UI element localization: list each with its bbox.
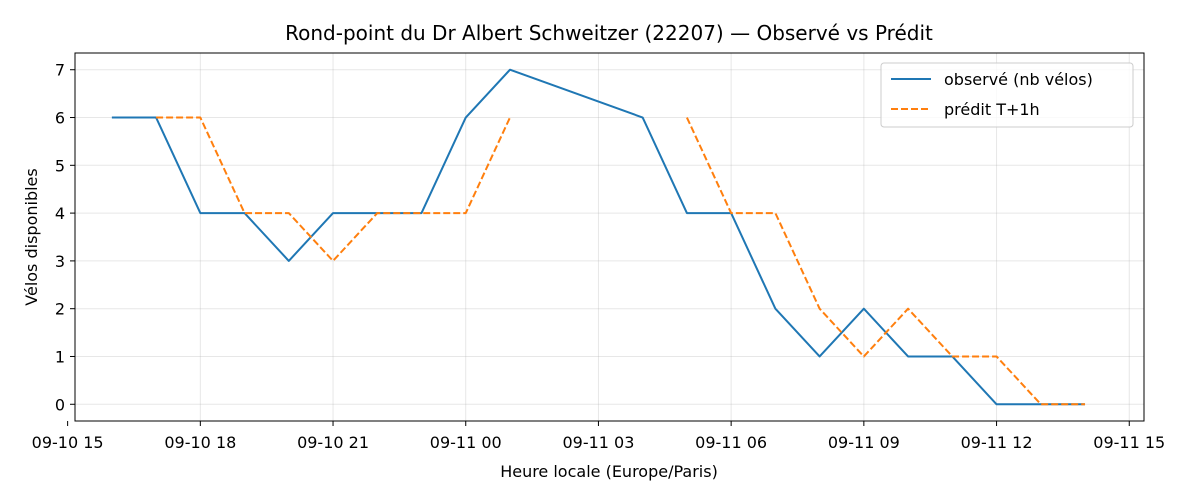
x-tick-label: 09-11 12 xyxy=(961,433,1033,452)
y-tick-label: 2 xyxy=(55,300,65,319)
x-axis-label: Heure locale (Europe/Paris) xyxy=(500,462,718,481)
legend-box xyxy=(880,62,1134,128)
x-tick-label: 09-10 21 xyxy=(297,433,369,452)
y-tick-label: 6 xyxy=(55,109,65,128)
y-axis-label: Vélos disponibles xyxy=(22,168,41,305)
x-tick-label: 09-11 03 xyxy=(562,433,634,452)
series-line-observed xyxy=(111,68,1086,406)
y-tick-label: 0 xyxy=(55,395,65,414)
x-tick-label: 09-10 18 xyxy=(164,433,236,452)
legend-label-observed: observé (nb vélos) xyxy=(944,70,1093,89)
x-tick-label: 09-10 15 xyxy=(32,433,104,452)
x-tick-label: 09-11 15 xyxy=(1093,433,1165,452)
y-tick-label: 3 xyxy=(55,252,65,271)
series-layer xyxy=(111,68,1086,406)
x-tick-label: 09-11 06 xyxy=(695,433,767,452)
plot-frame xyxy=(74,52,1145,422)
y-tick-label: 7 xyxy=(55,61,65,80)
chart-title: Rond-point du Dr Albert Schweitzer (2220… xyxy=(285,21,933,45)
x-tick-label: 09-11 00 xyxy=(430,433,502,452)
y-tick-label: 1 xyxy=(55,347,65,366)
legend: observé (nb vélos) prédit T+1h xyxy=(880,62,1134,128)
y-tick-label: 4 xyxy=(55,204,65,223)
x-axis: 09-10 15 09-10 18 09-10 21 09-11 00 09-11 03… xyxy=(32,421,1165,452)
x-tick-label: 09-11 09 xyxy=(828,433,900,452)
series-line-predicted xyxy=(686,117,1086,406)
y-tick-label: 5 xyxy=(55,156,65,175)
legend-label-predicted: prédit T+1h xyxy=(944,100,1040,119)
y-axis: 0 1 2 3 4 5 6 7 xyxy=(55,61,75,414)
